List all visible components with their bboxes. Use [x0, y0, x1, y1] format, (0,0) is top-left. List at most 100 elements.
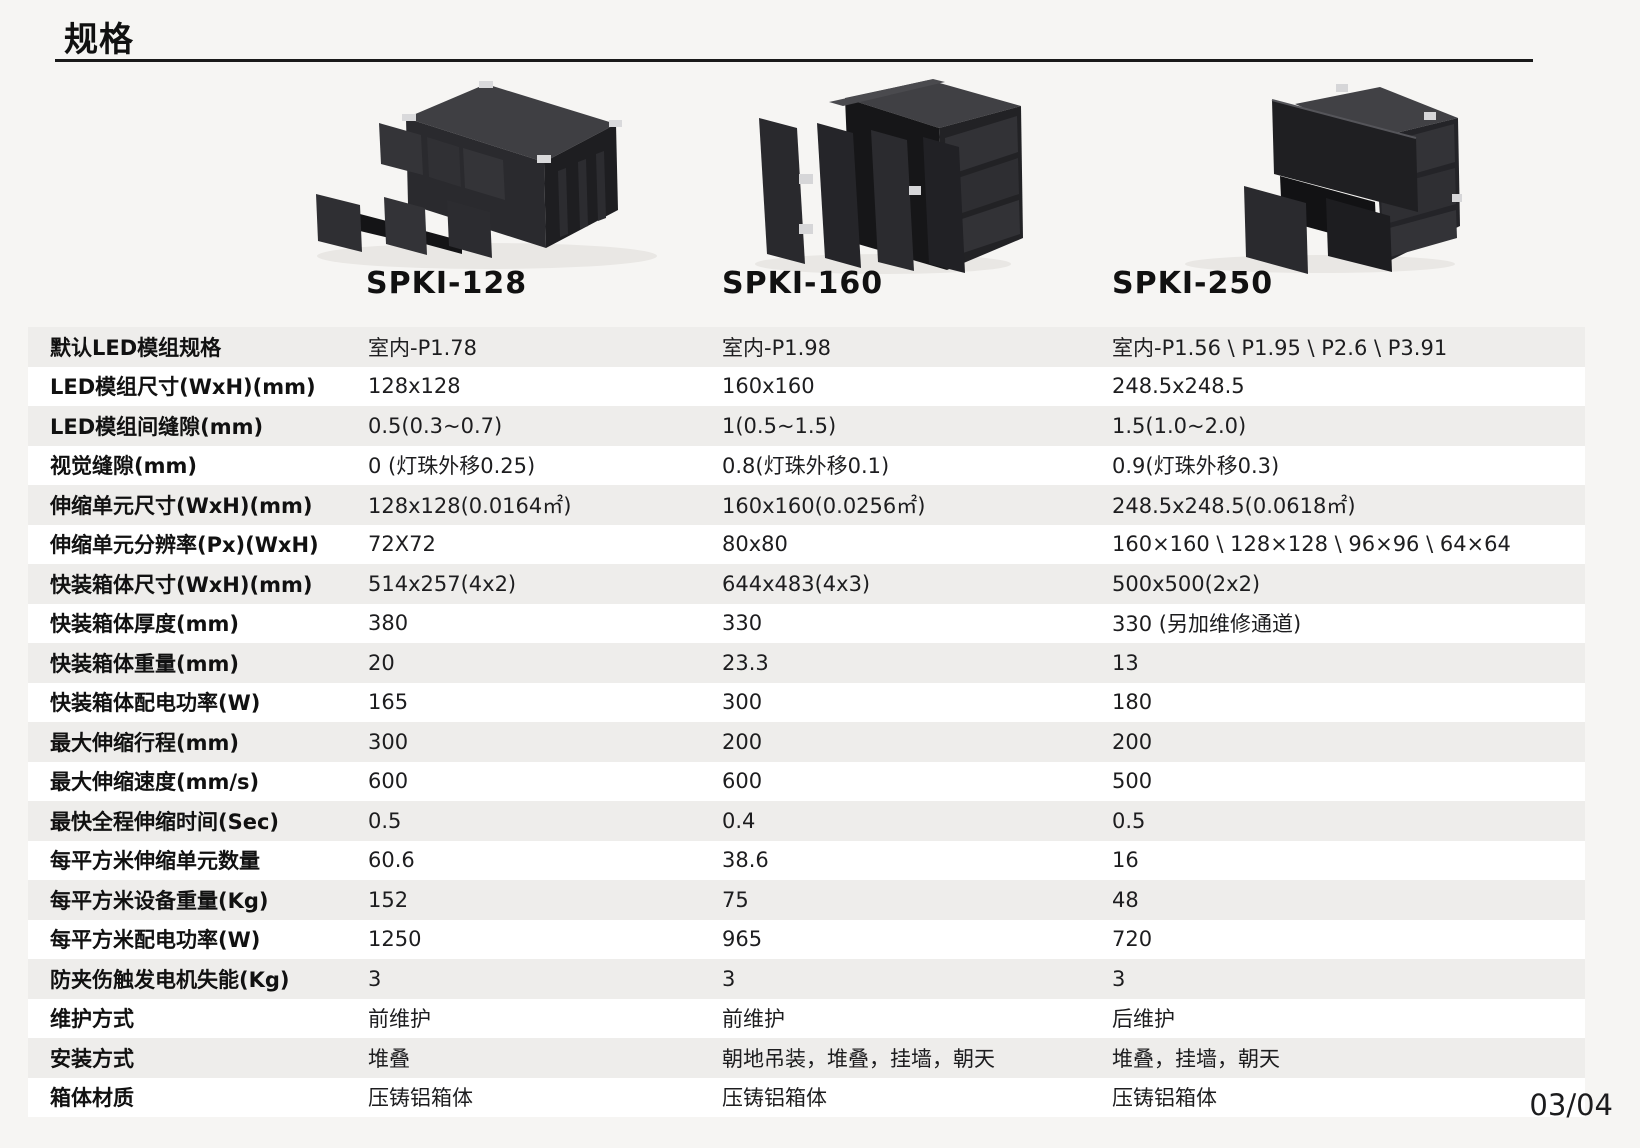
table-row: 快装箱体重量(mm) 20 23.3 13 — [28, 643, 1585, 683]
product-image-spki-250 — [1140, 76, 1490, 276]
spec-value: 堆叠 — [368, 1046, 410, 1071]
table-row: 安装方式 堆叠 朝地吊装，堆叠，挂墙，朝天 堆叠，挂墙，朝天 — [28, 1038, 1585, 1078]
spec-value: 0 (灯珠外移0.25) — [368, 454, 536, 479]
spec-value: 0.5(0.3~0.7) — [368, 413, 503, 438]
product-name-spki-250: SPKI-250 — [1112, 266, 1274, 301]
spec-value: 514x257(4x2) — [368, 571, 517, 596]
spec-row-label: 最大伸缩行程(mm) — [50, 730, 239, 755]
table-row: 快装箱体厚度(mm) 380 330 330 (另加维修通道) — [28, 603, 1585, 643]
spec-value: 压铸铝箱体 — [722, 1086, 827, 1111]
spec-row-label: 快装箱体厚度(mm) — [50, 612, 239, 637]
spec-value: 0.4 — [722, 808, 756, 833]
title-underline — [55, 59, 1533, 62]
spec-value: 160×160 \ 128×128 \ 96×96 \ 64×64 — [1112, 532, 1511, 557]
spec-row-label: 伸缩单元分辨率(Px)(WxH) — [50, 533, 319, 558]
table-row: 默认LED模组规格 室内-P1.78 室内-P1.98 室内-P1.56 \ P1.9… — [28, 327, 1585, 367]
spec-row-label: 默认LED模组规格 — [50, 335, 222, 360]
spec-value: 前维护 — [368, 1007, 431, 1032]
spec-value: 248.5x248.5 — [1112, 374, 1245, 399]
spec-value: 1.5(1.0~2.0) — [1112, 413, 1247, 438]
spec-row-label: 每平方米配电功率(W) — [50, 928, 261, 953]
spec-row-label: 每平方米伸缩单元数量 — [50, 849, 260, 874]
table-row: 最大伸缩行程(mm) 300 200 200 — [28, 722, 1585, 762]
table-row: 最大伸缩速度(mm/s) 600 600 500 — [28, 761, 1585, 801]
spec-row-label: 每平方米设备重量(Kg) — [50, 888, 269, 913]
spec-value: 38.6 — [722, 848, 769, 873]
table-row: 箱体材质 压铸铝箱体 压铸铝箱体 压铸铝箱体 — [28, 1077, 1585, 1117]
product-image-spki-128 — [282, 76, 682, 276]
product-name-spki-160: SPKI-160 — [722, 266, 884, 301]
spec-value: 965 — [722, 927, 763, 952]
spec-value: 20 — [368, 650, 395, 675]
spec-value: 160x160(0.0256㎡) — [722, 493, 926, 518]
spec-value: 72X72 — [368, 532, 436, 557]
spec-value: 600 — [722, 769, 763, 794]
spec-value: 23.3 — [722, 650, 769, 675]
spec-row-label: 快装箱体配电功率(W) — [50, 691, 261, 716]
spec-value: 330 (另加维修通道) — [1112, 612, 1302, 637]
table-row: 快装箱体配电功率(W) 165 300 180 — [28, 682, 1585, 722]
spec-value: 330 — [722, 611, 763, 636]
table-row: 快装箱体尺寸(WxH)(mm) 514x257(4x2) 644x483(4x3) 5… — [28, 564, 1585, 604]
spec-value: 室内-P1.78 — [368, 335, 477, 360]
page-number: 03/04 — [1529, 1088, 1613, 1122]
spec-value: 75 — [722, 887, 749, 912]
spec-value: 720 — [1112, 927, 1153, 952]
spec-row-label: 防夹伤触发电机失能(Kg) — [50, 967, 290, 992]
spec-value: 48 — [1112, 887, 1139, 912]
spec-row-label: 视觉缝隙(mm) — [50, 454, 197, 479]
table-row: 视觉缝隙(mm) 0 (灯珠外移0.25) 0.8(灯珠外移0.1) 0.9(灯珠外移… — [28, 445, 1585, 485]
spec-row-label: 维护方式 — [50, 1007, 134, 1032]
spec-value: 前维护 — [722, 1007, 785, 1032]
spec-value: 248.5x248.5(0.0618㎡) — [1112, 493, 1356, 518]
spec-row-label: 最大伸缩速度(mm/s) — [50, 770, 260, 795]
spec-value: 60.6 — [368, 848, 415, 873]
spec-value: 380 — [368, 611, 409, 636]
spec-value: 后维护 — [1112, 1007, 1175, 1032]
spec-value: 13 — [1112, 650, 1139, 675]
spec-value: 128x128 — [368, 374, 461, 399]
spec-value: 1250 — [368, 927, 422, 952]
page-title: 规格 — [64, 20, 134, 60]
spec-value: 16 — [1112, 848, 1139, 873]
spec-value: 300 — [368, 729, 409, 754]
spec-value: 3 — [368, 966, 382, 991]
table-row: 每平方米配电功率(W) 1250 965 720 — [28, 919, 1585, 959]
spec-value: 室内-P1.98 — [722, 335, 831, 360]
table-row: 维护方式 前维护 前维护 后维护 — [28, 998, 1585, 1038]
table-row: 每平方米设备重量(Kg) 152 75 48 — [28, 880, 1585, 920]
spec-value: 600 — [368, 769, 409, 794]
spec-row-label: LED模组间缝隙(mm) — [50, 414, 264, 439]
spec-value: 300 — [722, 690, 763, 715]
spec-value: 644x483(4x3) — [722, 571, 871, 596]
spec-value: 160x160 — [722, 374, 815, 399]
table-row: 最快全程伸缩时间(Sec) 0.5 0.4 0.5 — [28, 801, 1585, 841]
spec-value: 128x128(0.0164㎡) — [368, 493, 572, 518]
spec-row-label: 快装箱体尺寸(WxH)(mm) — [50, 572, 313, 597]
product-name-spki-128: SPKI-128 — [366, 266, 528, 301]
spec-value: 152 — [368, 887, 409, 912]
spec-value: 500x500(2x2) — [1112, 571, 1261, 596]
table-row: 每平方米伸缩单元数量 60.6 38.6 16 — [28, 840, 1585, 880]
spec-value: 0.9(灯珠外移0.3) — [1112, 454, 1280, 479]
spec-value: 朝地吊装，堆叠，挂墙，朝天 — [722, 1046, 995, 1071]
spec-value: 200 — [1112, 729, 1153, 754]
spec-value: 80x80 — [722, 532, 788, 557]
spec-row-label: 箱体材质 — [50, 1086, 134, 1111]
spec-value: 0.5 — [368, 808, 402, 833]
spec-value: 1(0.5~1.5) — [722, 413, 837, 438]
spec-value: 室内-P1.56 \ P1.95 \ P2.6 \ P3.91 — [1112, 335, 1448, 360]
product-image-spki-160 — [733, 76, 1033, 276]
spec-value: 3 — [722, 966, 736, 991]
spec-value: 堆叠，挂墙，朝天 — [1112, 1046, 1280, 1071]
table-row: LED模组尺寸(WxH)(mm) 128x128 160x160 248.5x248.… — [28, 366, 1585, 406]
spec-value: 0.8(灯珠外移0.1) — [722, 454, 890, 479]
spec-row-label: LED模组尺寸(WxH)(mm) — [50, 375, 316, 400]
spec-row-label: 快装箱体重量(mm) — [50, 651, 239, 676]
spec-row-label: 伸缩单元尺寸(WxH)(mm) — [50, 493, 313, 518]
spec-value: 3 — [1112, 966, 1126, 991]
spec-row-label: 安装方式 — [50, 1046, 134, 1071]
spec-value: 180 — [1112, 690, 1153, 715]
spec-value: 0.5 — [1112, 808, 1146, 833]
